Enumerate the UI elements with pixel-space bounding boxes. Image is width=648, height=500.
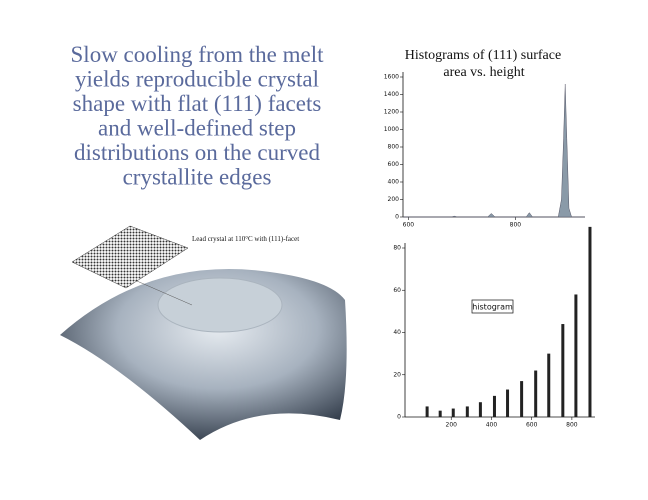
image-caption: Lead crystal at 110°C with (111)-facet [192, 235, 299, 243]
heading-line: distributions on the curved [74, 140, 320, 165]
x-tick-label: 200 [446, 422, 458, 429]
spike [561, 324, 565, 417]
y-tick-label: 800 [388, 144, 400, 151]
y-tick-label: 200 [388, 196, 400, 203]
spike [574, 294, 578, 417]
annotation-box [471, 299, 514, 314]
histogram-chart: 0 20 40 60 80 200 400 600 800 histogram [393, 226, 595, 429]
annotation: histogram [472, 303, 513, 312]
y-tick-label: 40 [393, 329, 401, 336]
spike [465, 406, 469, 417]
y-tick-label: 400 [388, 179, 400, 186]
x-tick-label: 800 [566, 422, 578, 429]
y-tick-label: 60 [393, 287, 401, 294]
spike [547, 353, 551, 417]
heading-line: shape with flat (111) facets [73, 91, 322, 116]
spike [588, 226, 592, 417]
spike [492, 395, 496, 417]
y-tick-label: 80 [393, 245, 401, 252]
x-tick-label: 600 [403, 222, 415, 229]
spike [438, 410, 442, 417]
x-tick-label: 600 [526, 422, 538, 429]
histogram-area [403, 83, 585, 218]
chart-title-line: area vs. height [443, 65, 524, 80]
y-tick-label: 600 [388, 161, 400, 168]
spike [451, 408, 455, 417]
y-tick-label: 0 [397, 414, 401, 421]
spike [534, 370, 538, 417]
y-tick-label: 1400 [384, 91, 399, 98]
heading-line: yields reproducible crystal [75, 67, 319, 92]
chart-title-line: Histograms of (111) surface [405, 48, 561, 63]
y-tick-label: 20 [393, 371, 401, 378]
x-tick-label: 400 [486, 422, 498, 429]
crystal-render [60, 225, 347, 440]
heading-line: crystallite edges [123, 165, 272, 190]
x-tick-label: 800 [510, 222, 522, 229]
heading-line: and well-defined step [98, 116, 296, 141]
histogram-chart: 0 200 400 600 800 1000 1200 1400 1600 600 800 [384, 72, 585, 229]
spike [506, 389, 510, 417]
chart-title: Histograms of (111) surface area vs. heig… [405, 48, 561, 80]
y-tick-label: 0 [395, 214, 399, 221]
spike [520, 381, 524, 417]
heading-line: Slow cooling from the melt [71, 42, 325, 67]
y-tick-label: 1000 [384, 126, 399, 133]
spike [425, 406, 429, 417]
y-tick-label: 1200 [384, 109, 399, 116]
spike [478, 402, 482, 417]
y-tick-label: 1600 [384, 74, 399, 81]
